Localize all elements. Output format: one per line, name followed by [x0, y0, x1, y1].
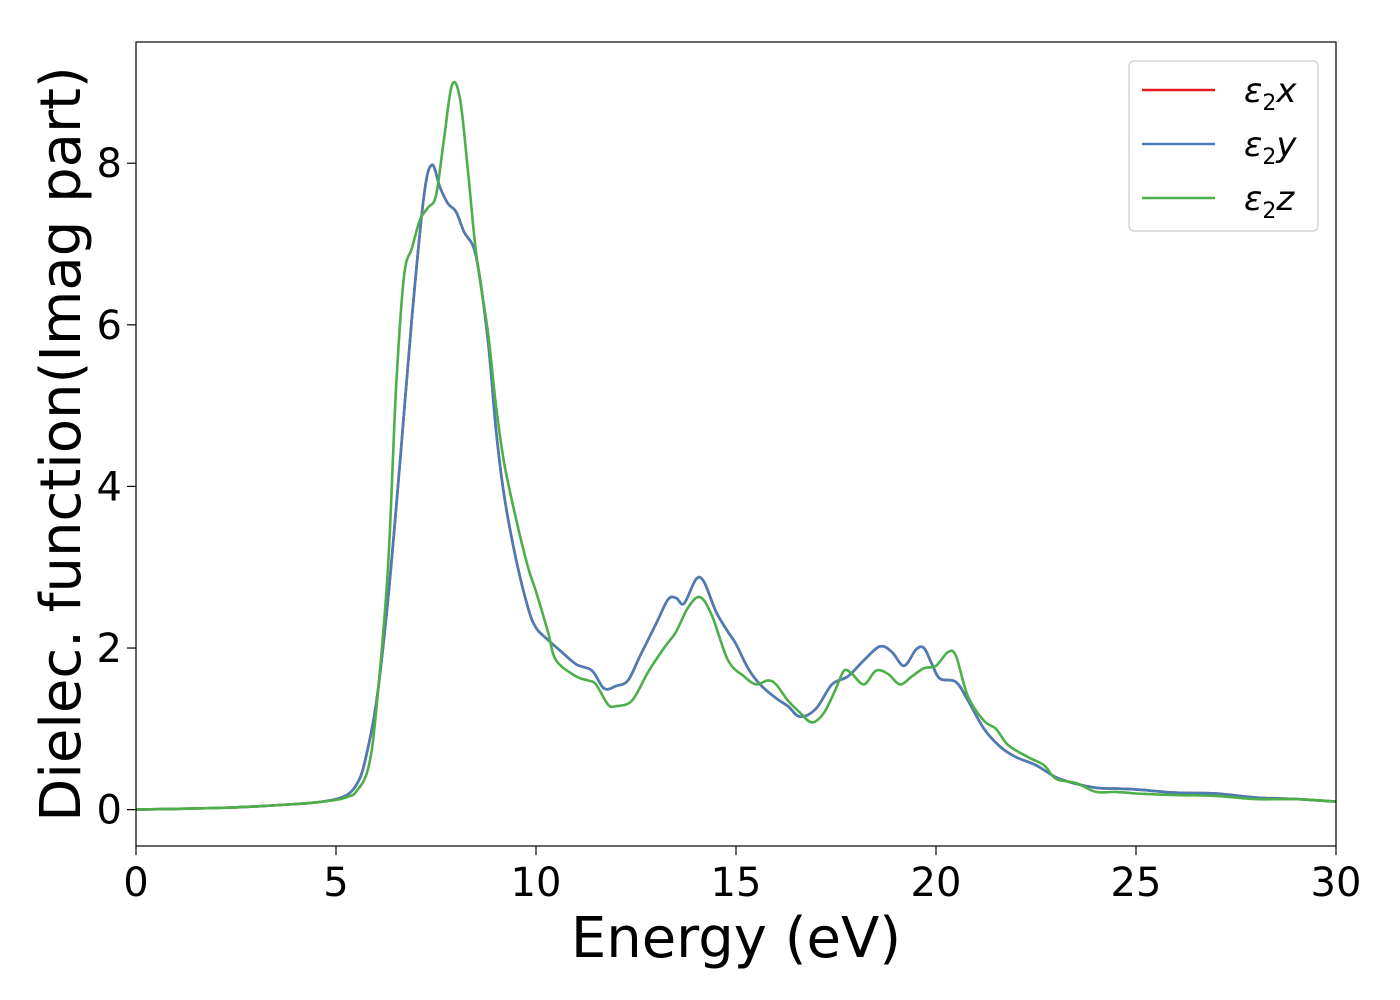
x-axis-ticks: 0 5 10 15 20 25 30: [123, 846, 1361, 906]
series-line-3: [135, 80, 1337, 811]
x-tick-label: 5: [323, 860, 348, 906]
legend-label-suffix: z: [1275, 179, 1295, 219]
y-axis-ticks: 0 2 4 6 8: [97, 141, 136, 834]
y-tick-label: 6: [97, 303, 122, 349]
series-layer: [135, 80, 1337, 811]
legend-label-base: ε: [1244, 179, 1262, 219]
x-axis-label: Energy (eV): [571, 906, 901, 971]
legend-label-base: ε: [1244, 71, 1262, 111]
x-tick-label: 15: [711, 860, 762, 906]
x-tick-label: 0: [123, 860, 148, 906]
y-axis-label: Dielec. function(Imag part): [29, 66, 94, 822]
legend-label-subscript: 2: [1262, 145, 1276, 170]
x-tick-label: 10: [511, 860, 562, 906]
x-tick-label: 20: [911, 860, 962, 906]
y-tick-label: 0: [97, 788, 122, 834]
legend-label-1: ε2x: [1244, 71, 1297, 116]
legend-label-suffix: x: [1275, 71, 1297, 111]
x-tick-label: 25: [1111, 860, 1162, 906]
legend-label-2: ε2y: [1244, 125, 1297, 170]
legend-label-subscript: 2: [1262, 199, 1276, 224]
y-tick-label: 2: [97, 626, 122, 672]
series-line-2: [135, 163, 1337, 811]
y-tick-label: 8: [97, 141, 122, 187]
y-tick-label: 4: [97, 464, 122, 510]
legend-label-base: ε: [1244, 125, 1262, 165]
legend-box: [1128, 60, 1319, 232]
legend-label-3: ε2z: [1244, 179, 1295, 224]
series-line-1: [135, 163, 1337, 811]
legend-label-suffix: y: [1275, 125, 1297, 165]
legend-label-subscript: 2: [1262, 91, 1276, 116]
x-tick-label: 30: [1311, 860, 1362, 906]
